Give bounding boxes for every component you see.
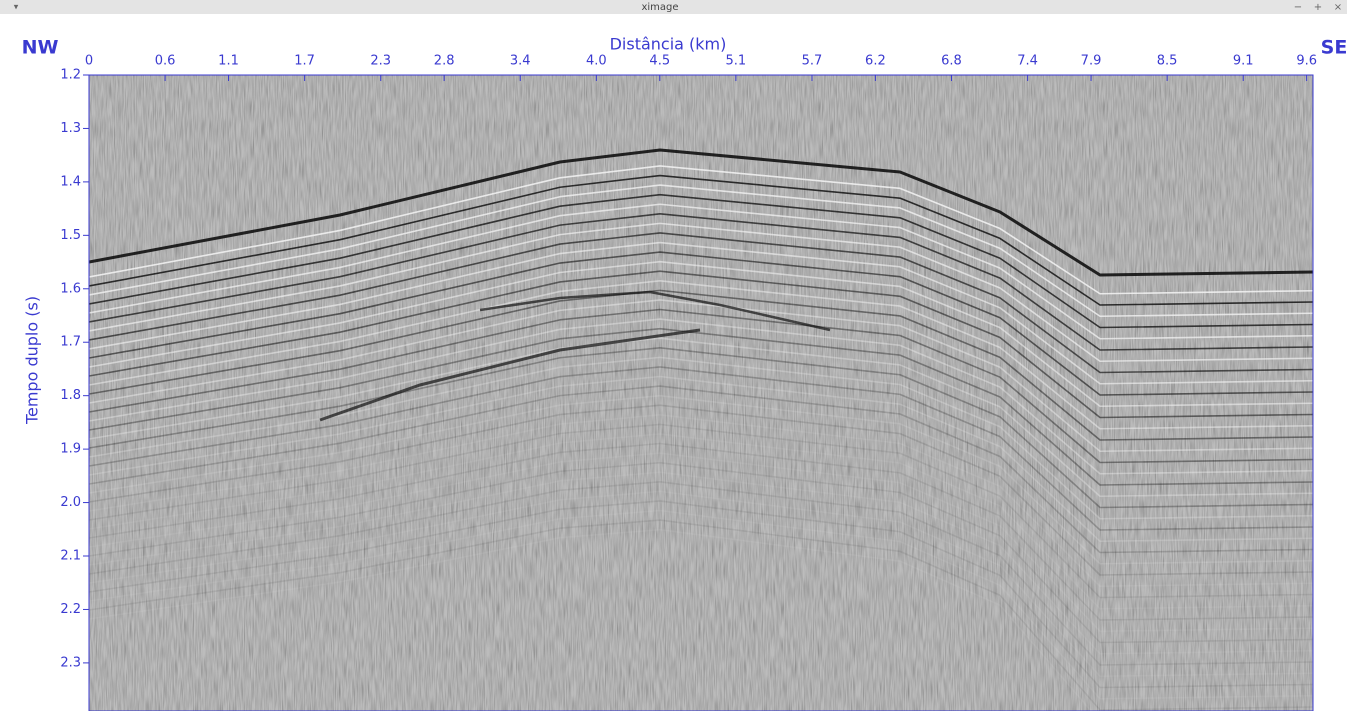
y-tick-label: 1.6: [60, 281, 81, 296]
x-tick-label: 0: [85, 54, 93, 69]
y-tick-label: 1.4: [60, 174, 81, 189]
x-tick-label: 4.0: [586, 54, 607, 69]
x-tick-label: 0.6: [155, 54, 176, 69]
ximage-window: ▾ ximage − + × NW SE Distância (km) Temp…: [0, 0, 1347, 711]
x-tick-label: 6.8: [941, 54, 962, 69]
x-tick-label: 7.9: [1081, 54, 1102, 69]
x-tick-label: 5.7: [802, 54, 823, 69]
y-axis-title: Tempo duplo (s): [23, 296, 42, 425]
direction-label: SE: [1321, 37, 1347, 59]
x-tick-label: 2.3: [370, 54, 391, 69]
maximize-button[interactable]: +: [1314, 2, 1322, 13]
y-tick-label: 1.7: [60, 335, 81, 350]
y-tick-label: 1.9: [60, 442, 81, 457]
minimize-button[interactable]: −: [1294, 2, 1302, 13]
x-tick-label: 1.1: [218, 54, 239, 69]
x-tick-label: 6.2: [865, 54, 886, 69]
x-tick-label: 5.1: [726, 54, 747, 69]
y-tick-label: 2.0: [60, 495, 81, 510]
y-tick-label: 2.1: [60, 549, 81, 564]
seismic-image: [89, 75, 1313, 711]
window-title: ximage: [641, 2, 678, 13]
y-tick-label: 2.2: [60, 602, 81, 617]
x-tick-label: 8.5: [1157, 54, 1178, 69]
x-tick-label: 2.8: [434, 54, 455, 69]
y-tick-label: 2.3: [60, 655, 81, 670]
x-tick-label: 9.1: [1233, 54, 1254, 69]
close-button[interactable]: ×: [1334, 2, 1342, 13]
x-tick-label: 7.4: [1017, 54, 1038, 69]
x-tick-label: 1.7: [294, 54, 315, 69]
y-tick-label: 1.2: [60, 68, 81, 83]
x-tick-label: 4.5: [649, 54, 670, 69]
window-menu[interactable]: ▾: [14, 3, 19, 13]
y-tick-label: 1.3: [60, 121, 81, 136]
y-tick-label: 1.8: [60, 388, 81, 403]
x-tick-label: 9.6: [1296, 54, 1317, 69]
direction-label: NW: [22, 37, 59, 59]
x-tick-label: 3.4: [510, 54, 531, 69]
x-axis-title: Distância (km): [610, 35, 727, 54]
y-tick-label: 1.5: [60, 228, 81, 243]
